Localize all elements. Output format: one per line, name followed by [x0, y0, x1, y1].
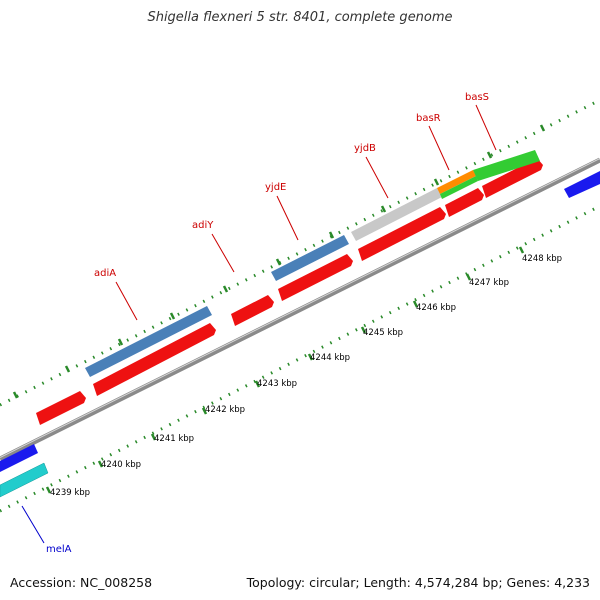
- outer-major-tick: [64, 365, 71, 373]
- leader-yjdB: [365, 156, 389, 199]
- genome-backbone-highlight: [0, 158, 600, 458]
- gene-yjdB: [351, 188, 442, 241]
- map-title: Shigella flexneri 5 str. 8401, complete …: [147, 10, 453, 25]
- gene-label: adiA: [94, 268, 116, 279]
- minor-ticks: [0, 204, 600, 513]
- cds-feature: [482, 158, 543, 198]
- accession-label: Accession: NC_008258: [10, 575, 153, 590]
- leader-basS: [475, 104, 497, 151]
- outer-tick-track: [0, 98, 600, 407]
- gene-basR: [437, 170, 476, 194]
- outer-major-tick: [328, 231, 335, 239]
- scale-label: 4241 kbp: [154, 434, 194, 444]
- scale-label: 4246 kbp: [416, 303, 456, 313]
- outer-major-tick: [117, 338, 124, 346]
- major-tick: [307, 353, 314, 361]
- outer-major-tick: [380, 205, 387, 213]
- gene-track: [0, 150, 600, 472]
- gene-basS: [473, 150, 540, 181]
- outer-major-tick: [169, 312, 176, 320]
- gene-melA: [0, 462, 49, 498]
- outer-major-tick: [222, 285, 229, 293]
- gene-adiA: [85, 306, 212, 377]
- outer-major-tick: [275, 258, 282, 266]
- gene-label: yjdB: [354, 143, 376, 154]
- scale-labels: 4239 kbp 4240 kbp 4241 kbp 4242 kbp 4243…: [50, 254, 562, 498]
- major-tick: [360, 326, 367, 334]
- gene-label: basR: [416, 113, 441, 124]
- gene-basR-green: [440, 176, 478, 199]
- scale-tick-track: [0, 204, 600, 513]
- genome-backbone: [0, 157, 600, 462]
- outer-major-tick: [12, 391, 19, 399]
- cds-feature: [36, 391, 86, 425]
- cds-feature: [358, 207, 446, 261]
- gene-label: melA: [46, 544, 72, 555]
- scale-label: 4244 kbp: [310, 353, 350, 363]
- outer-minor-ticks: [0, 98, 600, 407]
- cds-feature: [278, 254, 353, 301]
- outer-major-tick: [433, 178, 440, 186]
- leader-adiY: [211, 233, 235, 273]
- major-tick: [465, 273, 472, 281]
- scale-label: 4240 kbp: [101, 460, 141, 470]
- cds-track: [36, 158, 543, 425]
- major-tick: [45, 486, 52, 494]
- gene-melA-blue: [0, 444, 38, 472]
- outer-major-tick: [486, 151, 493, 159]
- cds-feature: [231, 295, 274, 326]
- leader-melA: [21, 505, 45, 544]
- outer-major-tick: [539, 124, 546, 132]
- scale-label: 4248 kbp: [522, 254, 562, 264]
- major-tick: [150, 433, 157, 441]
- gene-yjdE: [271, 235, 349, 281]
- scale-label: 4247 kbp: [469, 278, 509, 288]
- gene-label: adiY: [192, 220, 214, 231]
- scale-label: 4242 kbp: [205, 405, 245, 415]
- gene-label: basS: [465, 92, 489, 103]
- major-tick: [254, 380, 261, 388]
- cds-feature: [445, 188, 484, 217]
- scale-label: 4243 kbp: [257, 379, 297, 389]
- major-tick: [412, 300, 419, 308]
- gene-right-blue: [564, 171, 600, 198]
- scale-label: 4245 kbp: [363, 328, 403, 338]
- major-tick: [97, 460, 104, 468]
- major-tick: [518, 246, 525, 254]
- cds-feature: [93, 323, 216, 396]
- leader-adiA: [115, 281, 138, 321]
- genome-summary: Topology: circular; Length: 4,574,284 bp…: [246, 575, 590, 590]
- major-tick: [201, 407, 208, 415]
- gene-label: yjdE: [265, 182, 286, 193]
- label-leaders: [21, 104, 497, 544]
- scale-label: 4239 kbp: [50, 488, 90, 498]
- gene-labels: adiA adiY yjdE yjdB basR basS melA: [46, 92, 489, 555]
- reverse-strand-genes: [0, 462, 49, 498]
- leader-basR: [428, 125, 450, 171]
- leader-yjdE: [276, 195, 299, 241]
